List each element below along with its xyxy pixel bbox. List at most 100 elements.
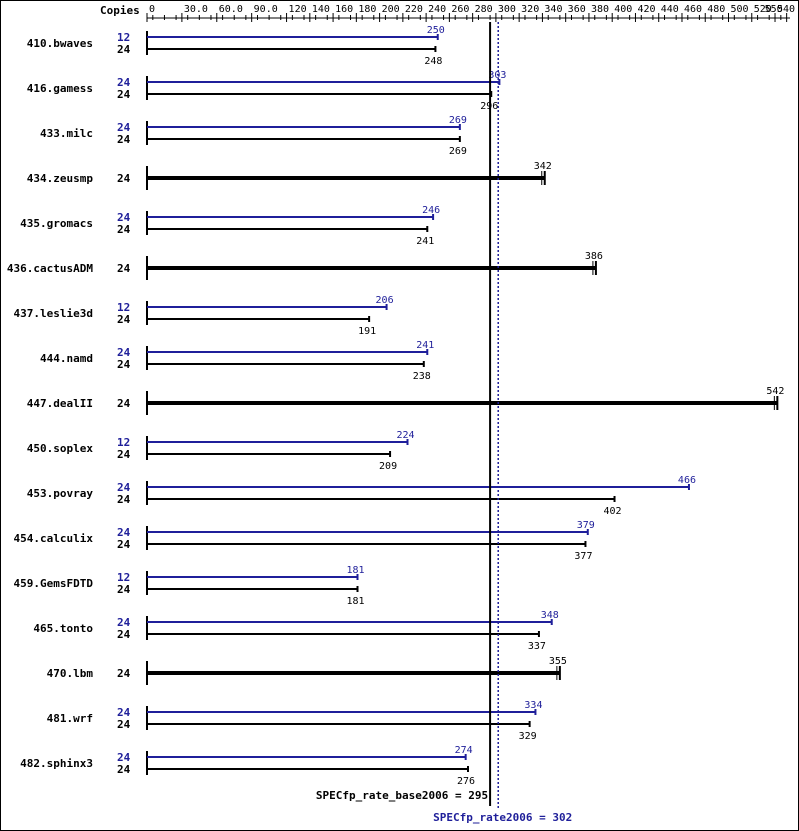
peak-value-label: 250 — [427, 25, 445, 36]
base-copies-label: 24 — [117, 667, 131, 680]
peak-value-label: 181 — [346, 565, 364, 576]
base-copies-label: 24 — [117, 43, 131, 56]
benchmark-label: 416.gamess — [27, 82, 93, 95]
benchmark-row: 436.cactusADM 24 386 — [7, 251, 603, 280]
x-tick-label: 340 — [544, 4, 562, 15]
x-tick-label: 140 — [312, 4, 330, 15]
base-copies-label: 24 — [117, 172, 131, 185]
benchmark-row: 433.milc 24 269 24 269 — [40, 115, 467, 157]
base-copies-label: 24 — [117, 223, 131, 236]
peak-value-label: 224 — [396, 430, 414, 441]
benchmark-label: 454.calculix — [14, 532, 94, 545]
benchmark-label: 450.soplex — [27, 442, 94, 455]
peak-value-label: 379 — [577, 520, 595, 531]
peak-value-label: 466 — [678, 475, 696, 486]
benchmark-row: 435.gromacs 24 246 24 241 — [20, 205, 440, 247]
x-tick-label: 260 — [451, 4, 469, 15]
benchmark-row: 453.povray 24 466 24 402 — [27, 475, 696, 517]
benchmark-row: 410.bwaves 12 250 24 248 — [27, 25, 445, 67]
peak-value-label: 303 — [488, 70, 506, 81]
base-copies-label: 24 — [117, 358, 131, 371]
base-copies-label: 24 — [117, 718, 131, 731]
peak-copies-label: 12 — [117, 301, 130, 314]
x-tick-label: 120 — [289, 4, 307, 15]
peak-copies-label: 24 — [117, 616, 131, 629]
x-tick-label: 30.0 — [184, 4, 208, 15]
base-copies-label: 24 — [117, 583, 131, 596]
x-axis: 0 30.0 60.0 90.0 120 140 160 180 200 220 240 260 280… — [146, 4, 795, 22]
base-value-label: 329 — [519, 731, 537, 742]
peak-value-label: 334 — [524, 700, 542, 711]
peak-value-label: 274 — [455, 745, 473, 756]
peak-value-label: 269 — [449, 115, 467, 126]
x-tick-label: 500 — [731, 4, 749, 15]
benchmark-label: 436.cactusADM — [7, 262, 93, 275]
x-tick-label: 540 — [777, 4, 795, 15]
peak-copies-label: 12 — [117, 436, 130, 449]
base-copies-label: 24 — [117, 763, 131, 776]
base-copies-label: 24 — [117, 397, 131, 410]
base-copies-label: 24 — [117, 628, 131, 641]
benchmark-row: 450.soplex 12 224 24 209 — [27, 430, 415, 472]
benchmark-label: 465.tonto — [33, 622, 93, 635]
peak-copies-label: 24 — [117, 706, 131, 719]
x-tick-label: 380 — [591, 4, 609, 15]
x-tick-label: 90.0 — [254, 4, 278, 15]
base-copies-label: 24 — [117, 448, 131, 461]
base-value-label: 377 — [574, 551, 592, 562]
base-value-label: 269 — [449, 146, 467, 157]
benchmark-label: 453.povray — [27, 487, 94, 500]
x-tick-label: 200 — [382, 4, 400, 15]
base-copies-label: 24 — [117, 133, 131, 146]
peak-summary-label: SPECfp_rate2006 = 302 — [433, 811, 572, 824]
base-copies-label: 24 — [117, 262, 131, 275]
base-copies-label: 24 — [117, 313, 131, 326]
base-value-label: 342 — [534, 161, 552, 172]
benchmark-label: 447.dealII — [27, 397, 93, 410]
peak-copies-label: 24 — [117, 346, 131, 359]
x-tick-label: 220 — [405, 4, 423, 15]
peak-value-label: 241 — [416, 340, 434, 351]
peak-copies-label: 24 — [117, 526, 131, 539]
x-tick-label: 160 — [335, 4, 353, 15]
peak-copies-label: 12 — [117, 571, 130, 584]
peak-copies-label: 24 — [117, 211, 131, 224]
base-summary-label: SPECfp_rate_base2006 = 295 — [316, 789, 488, 802]
x-tick-label: 240 — [428, 4, 446, 15]
peak-copies-label: 24 — [117, 76, 131, 89]
x-tick-label: 180 — [358, 4, 376, 15]
base-value-label: 386 — [585, 251, 603, 262]
benchmark-label: 434.zeusmp — [27, 172, 94, 185]
benchmark-row: 437.leslie3d 12 206 24 191 — [14, 295, 394, 337]
benchmark-label: 444.namd — [40, 352, 93, 365]
reference-lines: SPECfp_rate_base2006 = 295 SPECfp_rate200… — [316, 22, 572, 824]
benchmark-label: 470.lbm — [47, 667, 94, 680]
x-tick-label: 520 — [754, 4, 772, 15]
benchmark-row: 465.tonto 24 348 24 337 — [33, 610, 558, 652]
benchmark-row: 444.namd 24 241 24 238 — [40, 340, 434, 382]
base-value-label: 209 — [379, 461, 397, 472]
base-value-label: 276 — [457, 776, 475, 787]
x-tick-label: 60.0 — [219, 4, 243, 15]
peak-value-label: 348 — [541, 610, 559, 621]
benchmark-label: 435.gromacs — [20, 217, 93, 230]
x-tick-label: 0 — [149, 4, 155, 15]
base-value-label: 238 — [413, 371, 431, 382]
bars: 410.bwaves1225024248416.gamess2430324296… — [7, 25, 784, 787]
benchmark-label: 481.wrf — [47, 712, 93, 725]
x-tick-label: 440 — [661, 4, 679, 15]
base-value-label: 355 — [549, 656, 567, 667]
peak-copies-label: 24 — [117, 751, 131, 764]
base-value-label: 241 — [416, 236, 434, 247]
benchmark-label: 459.GemsFDTD — [14, 577, 94, 590]
peak-copies-label: 24 — [117, 121, 131, 134]
benchmark-label: 482.sphinx3 — [20, 757, 93, 770]
x-tick-label: 280 — [475, 4, 493, 15]
x-tick-label: 550 — [765, 4, 783, 15]
x-tick-label: 320 — [521, 4, 539, 15]
benchmark-label: 410.bwaves — [27, 37, 93, 50]
base-copies-label: 24 — [117, 538, 131, 551]
base-value-label: 402 — [603, 506, 621, 517]
benchmark-label: 437.leslie3d — [14, 307, 93, 320]
